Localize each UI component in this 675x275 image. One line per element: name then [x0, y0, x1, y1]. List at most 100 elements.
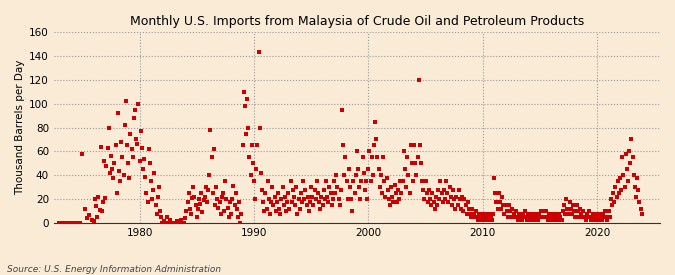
- Point: [306, 185, 317, 189]
- Point: [110, 143, 121, 148]
- Point: [237, 143, 248, 148]
- Point: [253, 50, 264, 54]
- Point: [72, 221, 82, 225]
- Point: [493, 191, 504, 196]
- Point: [178, 221, 188, 225]
- Point: [365, 179, 376, 183]
- Point: [113, 168, 124, 173]
- Point: [454, 197, 465, 202]
- Point: [480, 217, 491, 222]
- Point: [610, 185, 621, 189]
- Point: [427, 191, 438, 196]
- Point: [164, 221, 175, 225]
- Point: [70, 221, 81, 225]
- Point: [518, 215, 529, 219]
- Point: [571, 203, 582, 207]
- Point: [413, 78, 424, 82]
- Point: [65, 221, 76, 225]
- Point: [444, 185, 455, 189]
- Point: [381, 175, 392, 180]
- Point: [347, 209, 358, 213]
- Point: [506, 215, 516, 219]
- Point: [408, 179, 418, 183]
- Point: [236, 211, 247, 216]
- Point: [622, 167, 632, 172]
- Point: [284, 207, 295, 211]
- Point: [198, 198, 209, 203]
- Point: [369, 143, 379, 148]
- Point: [373, 167, 384, 172]
- Point: [194, 197, 205, 202]
- Point: [213, 205, 224, 210]
- Point: [618, 173, 629, 178]
- Point: [352, 149, 362, 154]
- Point: [335, 188, 346, 192]
- Point: [59, 221, 70, 225]
- Point: [205, 128, 216, 132]
- Point: [222, 205, 233, 210]
- Point: [530, 211, 541, 216]
- Point: [532, 217, 543, 222]
- Point: [474, 211, 485, 216]
- Point: [316, 195, 327, 199]
- Point: [358, 171, 369, 175]
- Point: [588, 215, 599, 219]
- Point: [267, 185, 277, 189]
- Point: [499, 211, 510, 216]
- Point: [113, 111, 124, 116]
- Point: [304, 209, 315, 213]
- Point: [387, 195, 398, 199]
- Point: [321, 179, 331, 183]
- Point: [514, 211, 524, 216]
- Point: [207, 191, 218, 196]
- Point: [196, 191, 207, 196]
- Point: [431, 195, 441, 199]
- Point: [364, 149, 375, 154]
- Point: [594, 211, 605, 216]
- Point: [548, 215, 559, 219]
- Point: [420, 179, 431, 183]
- Point: [620, 152, 631, 156]
- Point: [182, 199, 193, 204]
- Point: [446, 195, 456, 199]
- Point: [487, 217, 497, 222]
- Point: [157, 221, 168, 225]
- Point: [560, 211, 570, 216]
- Point: [244, 155, 254, 160]
- Point: [507, 207, 518, 211]
- Point: [149, 171, 160, 175]
- Point: [103, 125, 114, 130]
- Point: [144, 161, 155, 166]
- Point: [477, 211, 488, 216]
- Point: [72, 221, 83, 225]
- Point: [341, 179, 352, 183]
- Point: [313, 191, 323, 196]
- Point: [577, 215, 588, 219]
- Point: [608, 191, 618, 196]
- Point: [334, 203, 345, 207]
- Point: [92, 215, 103, 219]
- Point: [529, 217, 539, 222]
- Point: [97, 209, 107, 213]
- Point: [151, 211, 162, 216]
- Point: [273, 207, 284, 211]
- Point: [191, 215, 202, 219]
- Point: [260, 191, 271, 196]
- Point: [535, 215, 545, 219]
- Point: [543, 217, 554, 222]
- Point: [302, 195, 313, 199]
- Point: [240, 131, 251, 136]
- Point: [299, 197, 310, 202]
- Point: [604, 215, 615, 219]
- Point: [403, 173, 414, 178]
- Point: [614, 191, 624, 196]
- Point: [616, 188, 626, 192]
- Point: [130, 108, 140, 112]
- Point: [502, 209, 512, 213]
- Point: [74, 221, 84, 225]
- Point: [435, 179, 446, 183]
- Point: [136, 146, 147, 150]
- Point: [360, 179, 371, 183]
- Point: [300, 188, 310, 192]
- Point: [412, 155, 423, 160]
